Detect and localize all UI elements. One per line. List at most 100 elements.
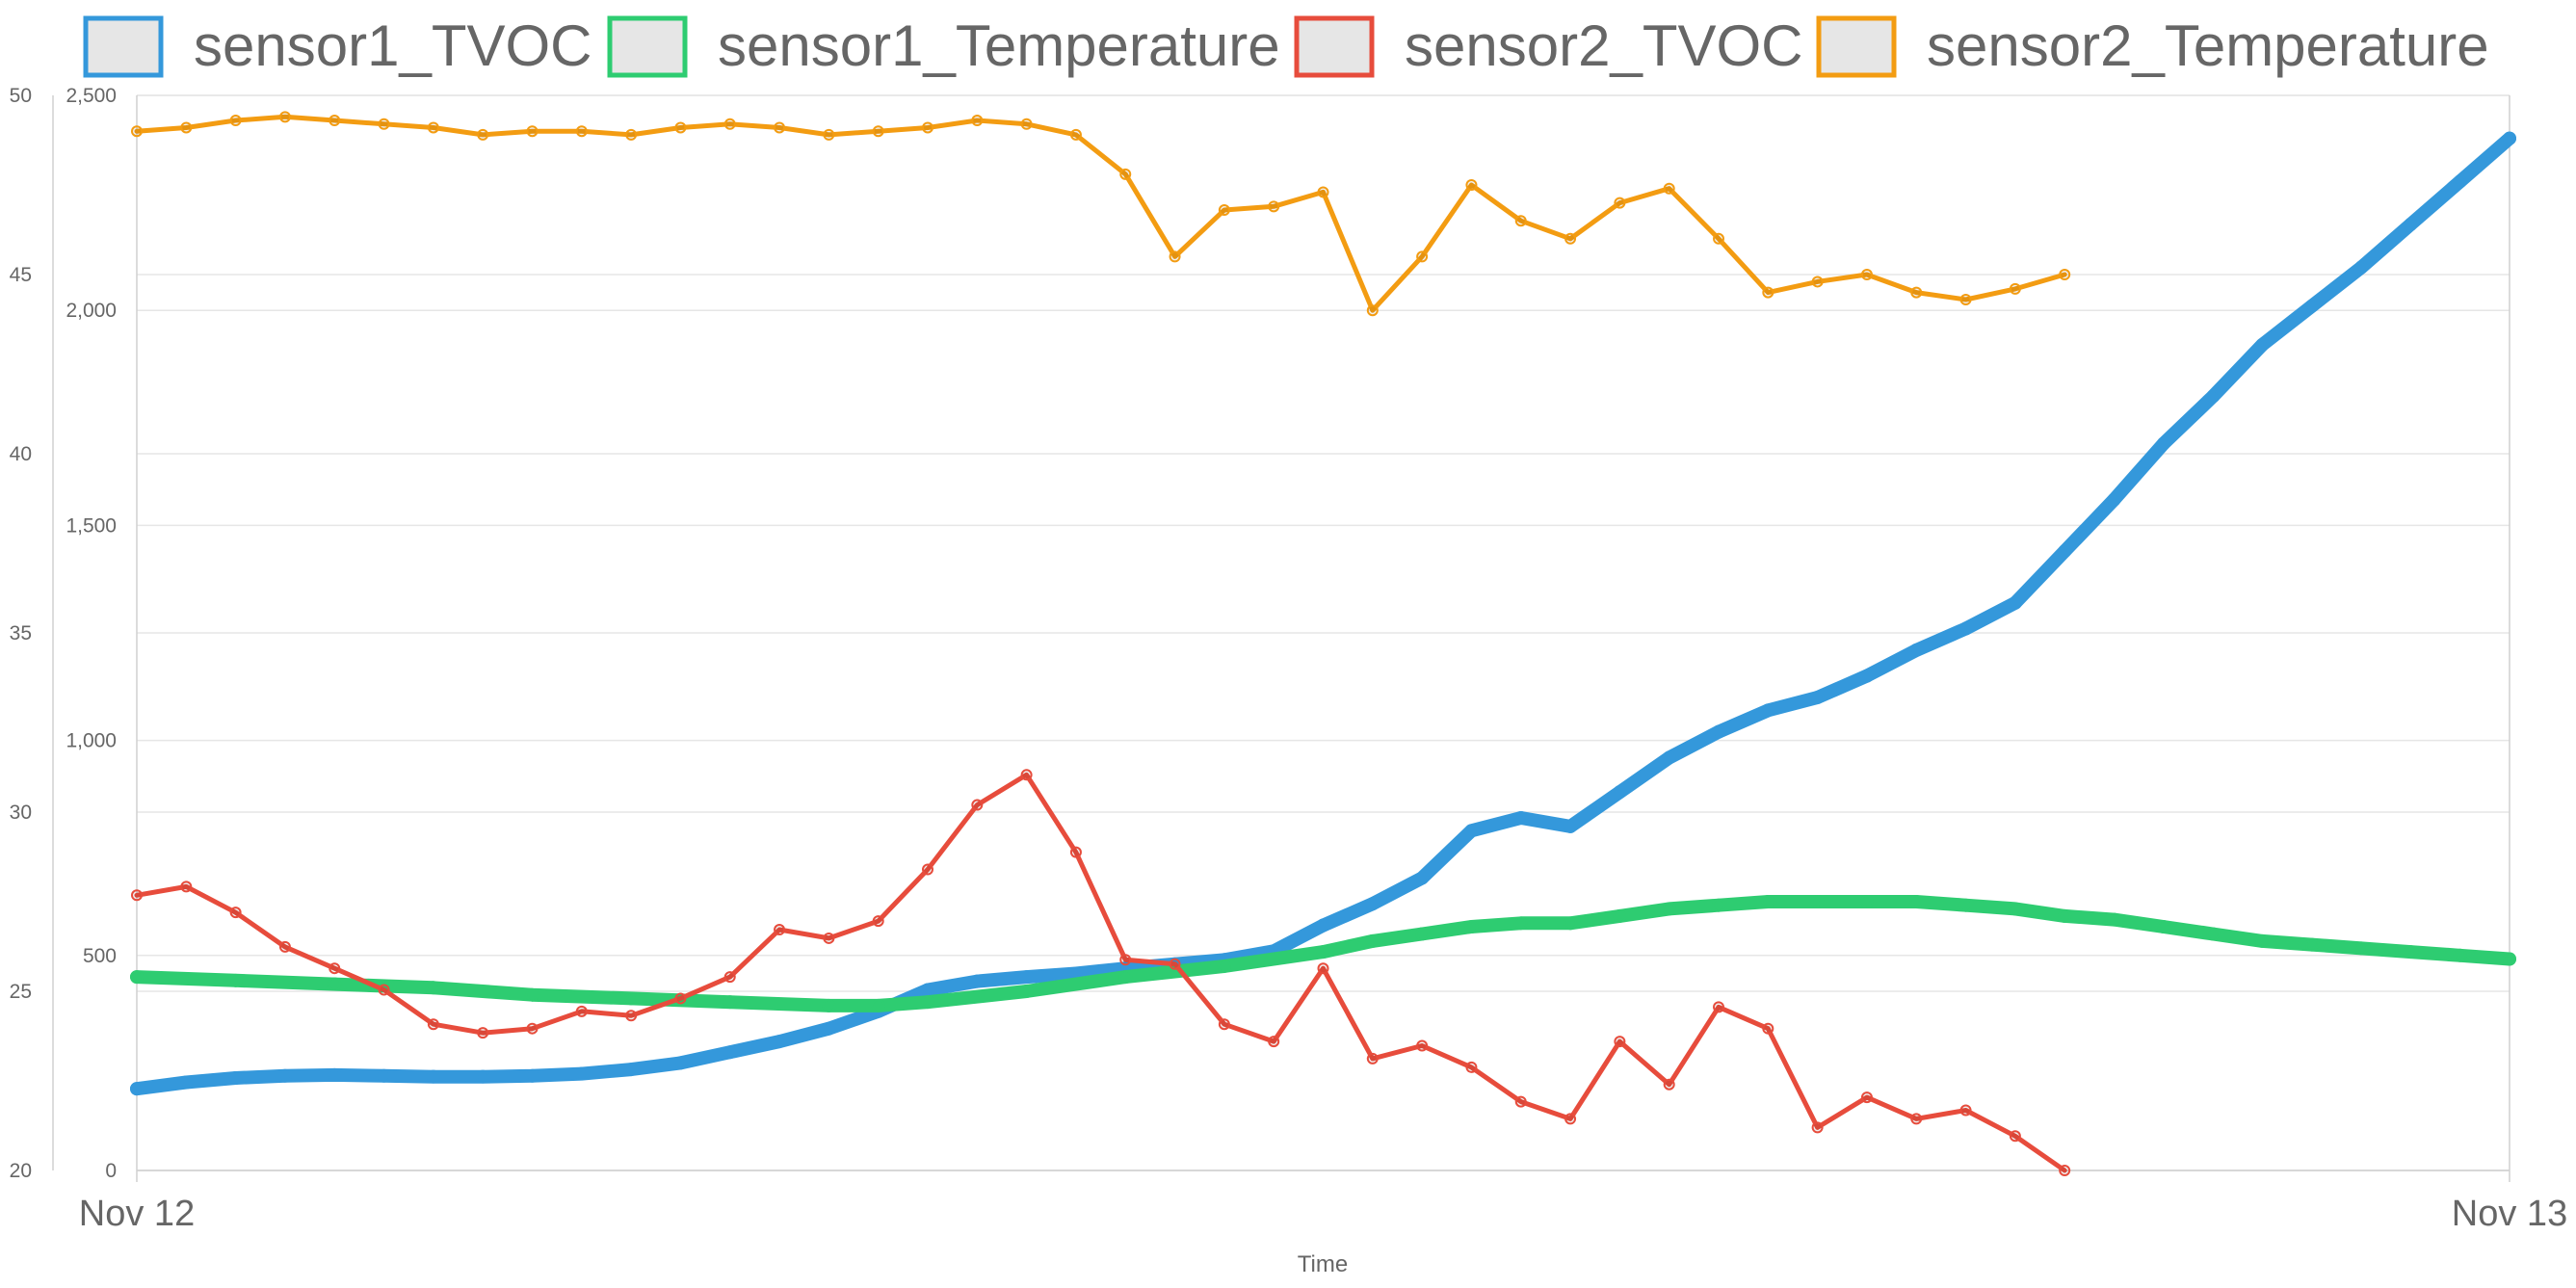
point-sensor2_Temperature bbox=[575, 125, 588, 138]
point-sensor1_TVOC bbox=[1019, 970, 1034, 985]
point-sensor2_Temperature bbox=[1614, 197, 1626, 209]
point-sensor1_TVOC bbox=[1909, 643, 1924, 657]
legend: sensor1_TVOC sensor1_Temperature sensor2_T… bbox=[83, 13, 2489, 78]
point-sensor1_Temperature bbox=[1019, 985, 1034, 998]
point-sensor1_TVOC bbox=[624, 1063, 639, 1077]
point-sensor2_Temperature bbox=[180, 121, 193, 134]
point-sensor2_TVOC bbox=[1465, 1061, 1478, 1073]
legend-swatch[interactable] bbox=[1816, 15, 1897, 78]
point-sensor2_TVOC bbox=[922, 863, 933, 876]
point-sensor2_Temperature bbox=[1860, 269, 1873, 280]
point-sensor1_Temperature bbox=[1513, 916, 1528, 931]
point-sensor1_TVOC bbox=[970, 974, 985, 988]
point-sensor1_Temperature bbox=[921, 995, 934, 1010]
axes: 2025303540455005001,0001,5002,0002,500No… bbox=[10, 85, 2568, 1234]
point-sensor2_Temperature bbox=[674, 121, 687, 134]
point-sensor2_Temperature bbox=[526, 125, 539, 138]
point-sensor1_Temperature bbox=[1958, 898, 1973, 912]
tvoc-tick-label: 0 bbox=[105, 1160, 117, 1182]
point-sensor2_TVOC bbox=[1366, 1052, 1379, 1065]
point-sensor2_Temperature bbox=[229, 115, 242, 127]
point-sensor2_Temperature bbox=[427, 121, 439, 134]
point-sensor1_TVOC bbox=[277, 1068, 292, 1083]
point-sensor1_TVOC bbox=[426, 1069, 440, 1084]
point-sensor1_Temperature bbox=[822, 998, 836, 1012]
point-sensor2_TVOC bbox=[1762, 1022, 1774, 1035]
point-sensor2_Temperature bbox=[1910, 286, 1923, 299]
point-sensor1_TVOC bbox=[2107, 492, 2121, 507]
point-sensor2_Temperature bbox=[1268, 200, 1280, 213]
point-sensor1_Temperature bbox=[1464, 920, 1479, 934]
point-sensor2_Temperature bbox=[872, 125, 884, 138]
point-sensor1_Temperature bbox=[328, 977, 342, 991]
legend-swatch[interactable] bbox=[1294, 15, 1375, 78]
point-sensor1_TVOC bbox=[1316, 918, 1330, 933]
temperature-tick-label: 45 bbox=[10, 264, 32, 286]
point-sensor2_TVOC bbox=[1713, 1001, 1724, 1013]
point-sensor1_Temperature bbox=[2156, 920, 2170, 934]
point-sensor2_Temperature bbox=[922, 121, 933, 134]
point-sensor2_TVOC bbox=[823, 932, 835, 944]
point-sensor2_Temperature bbox=[1119, 168, 1132, 180]
point-sensor1_Temperature bbox=[2008, 902, 2022, 916]
point-sensor1_TVOC bbox=[2404, 217, 2418, 231]
point-sensor1_Temperature bbox=[2255, 933, 2270, 948]
tvoc-tick-label: 1,000 bbox=[66, 730, 117, 752]
point-sensor2_TVOC bbox=[427, 1018, 439, 1031]
tvoc-tick-label: 2,500 bbox=[66, 85, 117, 107]
point-sensor2_Temperature bbox=[1762, 286, 1774, 299]
point-sensor2_TVOC bbox=[674, 992, 687, 1005]
point-sensor2_TVOC bbox=[1614, 1036, 1626, 1048]
legend-label[interactable]: sensor2_TVOC bbox=[1405, 13, 1803, 78]
point-sensor2_TVOC bbox=[1663, 1078, 1675, 1091]
point-sensor1_Temperature bbox=[2058, 908, 2072, 923]
point-sensor1_TVOC bbox=[179, 1075, 194, 1090]
point-sensor1_TVOC bbox=[574, 1066, 589, 1081]
temperature-tick-label: 25 bbox=[10, 981, 32, 1003]
point-sensor2_TVOC bbox=[1811, 1121, 1824, 1134]
point-sensor1_TVOC bbox=[1810, 690, 1825, 704]
point-sensor2_TVOC bbox=[625, 1010, 638, 1022]
point-sensor1_TVOC bbox=[822, 1021, 836, 1036]
point-sensor2_Temperature bbox=[1169, 250, 1181, 263]
point-sensor1_TVOC bbox=[1958, 621, 1973, 636]
point-sensor1_TVOC bbox=[2008, 595, 2022, 610]
point-sensor2_TVOC bbox=[1564, 1113, 1577, 1125]
point-sensor2_Temperature bbox=[278, 111, 291, 123]
point-sensor1_TVOC bbox=[1513, 810, 1528, 825]
point-sensor1_Temperature bbox=[1613, 908, 1627, 923]
legend-label[interactable]: sensor1_Temperature bbox=[718, 13, 1280, 78]
point-sensor2_TVOC bbox=[526, 1022, 539, 1035]
point-sensor2_TVOC bbox=[329, 962, 341, 975]
point-sensor2_TVOC bbox=[1860, 1091, 1873, 1104]
point-sensor2_Temperature bbox=[823, 128, 835, 141]
series-line-sensor2_TVOC bbox=[134, 772, 2067, 1173]
legend-label[interactable]: sensor1_TVOC bbox=[194, 13, 592, 78]
legend-label[interactable]: sensor2_Temperature bbox=[1927, 13, 2489, 78]
point-sensor2_TVOC bbox=[1020, 769, 1033, 781]
point-sensor2_TVOC bbox=[2059, 1165, 2071, 1176]
point-sensor1_Temperature bbox=[1662, 902, 1676, 916]
point-sensor1_TVOC bbox=[2354, 260, 2369, 275]
point-sensor1_Temperature bbox=[723, 995, 737, 1010]
point-sensor2_Temperature bbox=[1218, 204, 1230, 217]
legend-swatch[interactable] bbox=[83, 15, 164, 78]
point-sensor1_TVOC bbox=[130, 1082, 144, 1096]
point-sensor2_TVOC bbox=[2009, 1130, 2021, 1143]
point-sensor1_TVOC bbox=[2206, 389, 2221, 404]
temperature-tick-label: 40 bbox=[10, 443, 32, 465]
point-sensor1_TVOC bbox=[2058, 544, 2072, 559]
point-sensor1_Temperature bbox=[525, 987, 539, 1002]
point-sensor1_Temperature bbox=[1712, 898, 1725, 912]
point-sensor2_TVOC bbox=[378, 984, 390, 996]
point-sensor1_Temperature bbox=[1810, 895, 1825, 908]
point-sensor2_Temperature bbox=[1811, 276, 1824, 288]
point-sensor1_TVOC bbox=[2453, 174, 2467, 189]
legend-swatch[interactable] bbox=[607, 15, 688, 78]
point-sensor1_TVOC bbox=[1662, 750, 1676, 765]
point-sensor2_Temperature bbox=[1366, 304, 1379, 317]
point-sensor2_Temperature bbox=[1020, 118, 1033, 130]
point-sensor2_Temperature bbox=[625, 128, 638, 141]
temperature-tick-label: 50 bbox=[10, 85, 32, 107]
